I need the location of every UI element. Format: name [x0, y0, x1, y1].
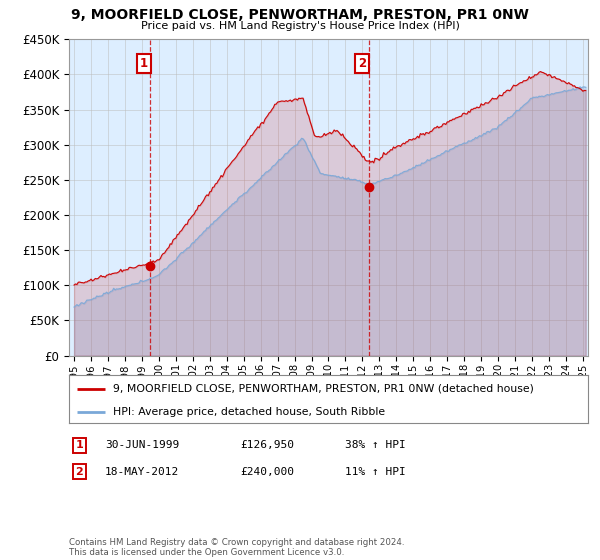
Text: 9, MOORFIELD CLOSE, PENWORTHAM, PRESTON, PR1 0NW: 9, MOORFIELD CLOSE, PENWORTHAM, PRESTON,…	[71, 8, 529, 22]
Text: 11% ↑ HPI: 11% ↑ HPI	[345, 466, 406, 477]
Text: 2: 2	[358, 57, 366, 71]
Text: 9, MOORFIELD CLOSE, PENWORTHAM, PRESTON, PR1 0NW (detached house): 9, MOORFIELD CLOSE, PENWORTHAM, PRESTON,…	[113, 384, 534, 394]
Text: 38% ↑ HPI: 38% ↑ HPI	[345, 440, 406, 450]
Text: 2: 2	[76, 466, 83, 477]
Text: Contains HM Land Registry data © Crown copyright and database right 2024.
This d: Contains HM Land Registry data © Crown c…	[69, 538, 404, 557]
Text: £126,950: £126,950	[240, 440, 294, 450]
Text: 1: 1	[140, 57, 148, 71]
Text: 18-MAY-2012: 18-MAY-2012	[105, 466, 179, 477]
Text: £240,000: £240,000	[240, 466, 294, 477]
Text: 30-JUN-1999: 30-JUN-1999	[105, 440, 179, 450]
Text: 1: 1	[76, 440, 83, 450]
Text: Price paid vs. HM Land Registry's House Price Index (HPI): Price paid vs. HM Land Registry's House …	[140, 21, 460, 31]
Text: HPI: Average price, detached house, South Ribble: HPI: Average price, detached house, Sout…	[113, 407, 385, 417]
